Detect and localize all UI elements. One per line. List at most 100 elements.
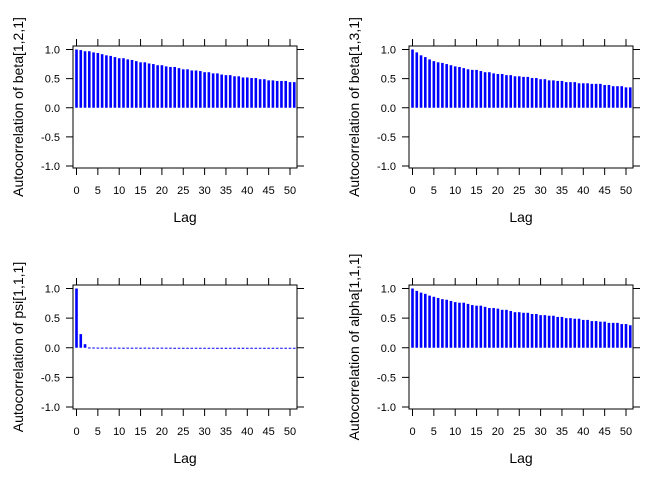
acf-bar (147, 347, 151, 349)
acf-bar (186, 69, 189, 108)
acf-bar (216, 347, 219, 349)
acf-bar (509, 75, 513, 108)
acf-bar (203, 72, 206, 108)
x-tick-label: 45 (263, 185, 275, 197)
acf-bar (509, 311, 513, 348)
x-tick-label: 20 (156, 426, 168, 438)
acf-bar (505, 75, 508, 108)
x-tick-label: 10 (449, 185, 461, 197)
x-tick-label: 30 (198, 185, 210, 197)
acf-bar (462, 68, 466, 108)
acf-bar (415, 52, 419, 108)
y-axis-label: Autocorrelation of beta[1,2,1] (10, 17, 26, 197)
acf-bar (139, 62, 142, 108)
x-tick-label: 10 (113, 185, 125, 197)
x-axis-label: Lag (509, 209, 532, 225)
acf-bar (186, 347, 189, 349)
plot-frame (408, 45, 634, 169)
acf-panel-4: 0 5 10 15 20 25 30 35 40 45 50 -1.0 -0.5 0.0 0.5 1.0 Lag… (346, 254, 640, 466)
acf-bar (263, 347, 266, 349)
acf-bar (284, 347, 288, 349)
acf-bar (594, 83, 598, 108)
acf-bar (122, 58, 125, 108)
x-tick-label: 35 (556, 185, 568, 197)
acf-bar (466, 69, 470, 108)
acf-bar (194, 70, 198, 108)
acf-bar (224, 347, 228, 349)
acf-bar (237, 347, 241, 349)
acf-bar (117, 58, 121, 108)
acf-bar (530, 313, 534, 348)
acf-bar (100, 54, 104, 108)
acf-bar (105, 55, 108, 108)
acf-bar (599, 321, 602, 348)
acf-bar (233, 76, 236, 108)
x-tick-label: 0 (73, 426, 79, 438)
acf-bar (92, 347, 95, 349)
acf-bar (92, 52, 95, 108)
acf-bar (173, 347, 177, 349)
acf-bar (552, 315, 555, 348)
acf-bar (143, 347, 147, 349)
x-tick-label: 20 (156, 185, 168, 197)
x-tick-label: 20 (492, 185, 504, 197)
acf-bar (620, 324, 624, 348)
acf-bar (147, 63, 151, 108)
acf-bar (470, 69, 474, 108)
acf-bar (573, 318, 577, 348)
x-tick-label: 40 (241, 426, 253, 438)
acf-bar (292, 347, 296, 349)
acf-bar (624, 324, 628, 348)
acf-bar (582, 83, 585, 108)
acf-bar (556, 80, 559, 108)
x-tick-label: 40 (241, 185, 253, 197)
acf-bar (496, 73, 500, 108)
acf-bar (539, 79, 542, 108)
acf-bar (594, 321, 598, 348)
acf-bar (624, 87, 628, 108)
acf-bar (445, 299, 448, 348)
acf-bar (194, 347, 198, 349)
acf-bar (577, 83, 581, 108)
acf-bar (126, 59, 130, 108)
acf-bar (169, 347, 172, 349)
acf-bar (181, 347, 185, 349)
acf-bar (109, 347, 112, 349)
acf-bar (424, 57, 427, 108)
acf-bar (483, 306, 487, 348)
y-tick-label: -0.5 (41, 132, 60, 144)
acf-bar (83, 51, 87, 108)
acf-bar (543, 79, 547, 108)
y-tick-label: 1.0 (45, 45, 60, 57)
acf-bar (492, 308, 495, 348)
acf-bar (441, 62, 444, 108)
acf-bar (586, 319, 589, 348)
acf-bar (436, 62, 440, 108)
y-tick-label: -1.0 (41, 402, 60, 414)
acf-bar (156, 347, 159, 349)
x-tick-label: 15 (470, 426, 482, 438)
x-tick-label: 25 (513, 426, 525, 438)
x-tick-label: 10 (113, 426, 125, 438)
acf-bar (462, 302, 466, 348)
acf-bar (250, 78, 253, 108)
acf-bar (79, 334, 83, 348)
x-tick-label: 40 (577, 426, 589, 438)
acf-bar (199, 71, 202, 108)
acf-bar (449, 65, 453, 108)
acf-bar (620, 86, 624, 108)
x-tick-label: 30 (534, 426, 546, 438)
acf-bar (513, 312, 517, 348)
acf-bar (109, 55, 112, 108)
y-tick-label: -1.0 (377, 161, 396, 173)
x-tick-label: 10 (449, 426, 461, 438)
y-tick-label: 0.5 (45, 313, 60, 325)
acf-bar (488, 72, 491, 108)
acf-bar (411, 49, 414, 108)
acf-bar (275, 80, 279, 108)
acf-bar (241, 77, 245, 108)
acf-bar (470, 305, 474, 348)
acf-bar (284, 80, 288, 108)
acf-bar (453, 66, 457, 108)
acf-bar (190, 70, 194, 108)
